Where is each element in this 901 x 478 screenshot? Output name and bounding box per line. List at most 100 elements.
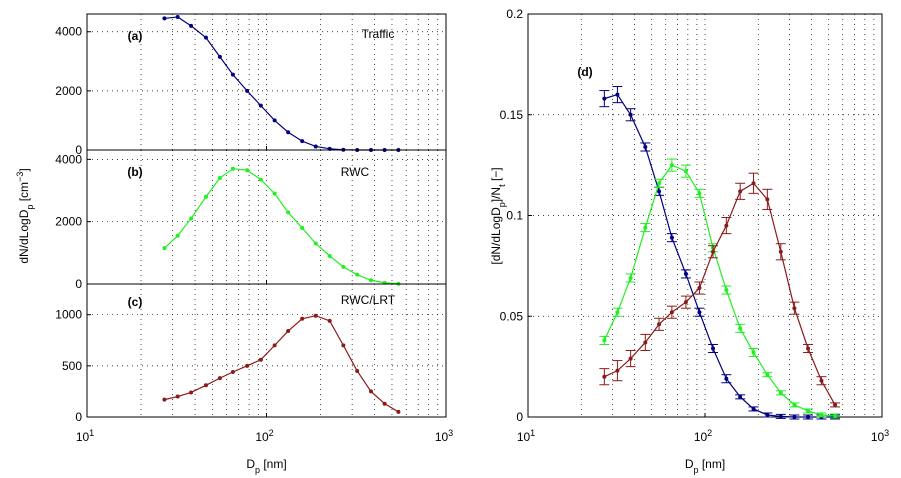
y-tick-label: 0	[75, 277, 82, 291]
x-tick-exponent: 3	[448, 428, 453, 438]
data-point	[765, 372, 770, 377]
data-point	[657, 181, 662, 186]
data-point	[272, 118, 277, 123]
data-point	[189, 390, 194, 395]
axes-frame	[86, 283, 447, 418]
data-point	[341, 264, 346, 269]
annotation: Traffic	[362, 27, 395, 41]
data-point	[313, 241, 318, 246]
data-point	[230, 72, 235, 77]
y-tick-label: 0.15	[500, 108, 524, 122]
data-point	[258, 103, 263, 108]
data-point	[628, 275, 633, 280]
panel-label: (c)	[128, 295, 143, 309]
axes-frame	[527, 13, 883, 418]
x-tick-exponent: 2	[707, 428, 712, 438]
data-point	[286, 329, 291, 334]
label-part: p	[693, 465, 698, 475]
data-point	[245, 168, 250, 173]
x-tick-exponent: 1	[530, 428, 535, 438]
data-point	[162, 397, 167, 402]
data-point	[697, 286, 702, 291]
data-point	[738, 326, 743, 331]
y-tick-label: 0	[516, 410, 523, 424]
label-part: [dN/dLogD	[489, 207, 503, 265]
data-point	[217, 54, 222, 59]
data-point	[697, 310, 702, 315]
data-point	[189, 216, 194, 221]
data-point	[245, 88, 250, 93]
data-point	[327, 318, 332, 323]
y-axis-label: dN/dLogDp [cm−3]	[15, 168, 35, 263]
x-tick-base: 10	[517, 430, 531, 444]
data-point	[806, 346, 811, 351]
y-tick-label: 0.05	[500, 309, 524, 323]
panel-label: (b)	[127, 165, 142, 179]
data-point	[286, 210, 291, 215]
x-tick-label: 101	[517, 428, 535, 444]
data-point	[833, 402, 838, 407]
data-point	[792, 402, 797, 407]
label-part: p	[25, 205, 35, 210]
data-point	[657, 189, 662, 194]
data-point	[669, 235, 674, 240]
data-point	[628, 112, 633, 117]
x-tick-exponent: 1	[89, 428, 94, 438]
data-point	[792, 306, 797, 311]
series-line	[603, 164, 836, 417]
data-point	[683, 271, 688, 276]
label-part: ]/N	[489, 187, 503, 202]
data-point	[368, 389, 373, 394]
data-point	[615, 310, 620, 315]
label-part: [nm]	[699, 457, 726, 471]
data-point	[806, 415, 811, 419]
data-point	[711, 346, 716, 351]
annotation: RWC	[341, 165, 370, 179]
panel-label: (d)	[577, 65, 592, 79]
data-point	[751, 350, 756, 355]
data-point	[683, 169, 688, 174]
data-point	[327, 253, 332, 258]
data-point	[602, 338, 607, 343]
data-point	[300, 316, 305, 321]
data-point	[341, 343, 346, 348]
annotation: RWC/LRT	[341, 293, 396, 307]
x-tick-label: 101	[76, 428, 94, 444]
data-point	[628, 356, 633, 361]
label-part: dN/dLogD	[17, 209, 31, 263]
x-tick-base: 10	[435, 430, 449, 444]
data-point	[792, 415, 797, 419]
data-point	[778, 249, 783, 254]
label-part: D	[246, 457, 255, 471]
x-tick-label: 102	[255, 428, 273, 444]
label-part: t	[497, 184, 507, 187]
label-part: [cm	[17, 182, 31, 205]
data-point	[711, 249, 716, 254]
data-point	[258, 357, 263, 362]
data-point	[286, 130, 291, 135]
y-tick-label: 500	[62, 359, 82, 373]
data-point	[368, 278, 373, 283]
x-tick-label: 102	[694, 428, 712, 444]
data-point	[724, 223, 729, 228]
data-point	[175, 14, 180, 19]
label-part: −3	[15, 172, 25, 182]
data-point	[300, 225, 305, 230]
x-axis-label: Dp [nm]	[246, 457, 286, 475]
y-tick-label: 4000	[55, 152, 82, 166]
data-point	[643, 340, 648, 345]
label-part: ]	[17, 168, 31, 171]
data-point	[602, 374, 607, 379]
data-point	[217, 376, 222, 381]
data-point	[175, 233, 180, 238]
y-tick-label: 0.1	[506, 209, 523, 223]
x-tick-exponent: 3	[884, 428, 889, 438]
data-point	[355, 272, 360, 277]
y-tick-label: 1000	[55, 308, 82, 322]
data-point	[738, 189, 743, 194]
data-point	[203, 194, 208, 199]
label-part: [nm]	[260, 457, 287, 471]
panel-label: (a)	[128, 29, 143, 43]
data-point	[162, 246, 167, 251]
